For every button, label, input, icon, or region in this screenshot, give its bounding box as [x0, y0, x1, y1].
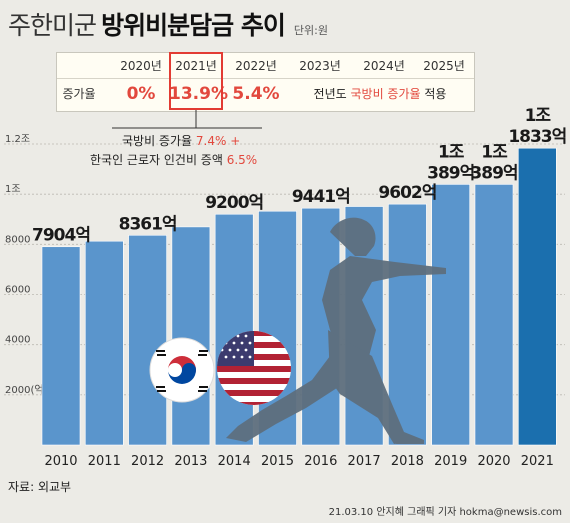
bar-2019 [431, 184, 471, 446]
year-2025: 2025년 [423, 59, 465, 73]
data-label: 9200억 [205, 193, 263, 213]
us-flag-icon [217, 331, 291, 405]
callout-line-2: 한국인 근로자 인건비 증액 6.5% [90, 151, 257, 170]
table-divider [57, 78, 474, 79]
y-tick-label: 2000(억) [5, 384, 48, 396]
title-part-2: 방위비분담금 추이 [101, 11, 286, 40]
y-tick-label: 6000 [5, 285, 30, 296]
highlight-box-2021 [169, 52, 223, 110]
rate-2020: 0% [126, 84, 156, 104]
x-tick-label: 2012 [131, 454, 164, 469]
credit-line: 21.03.10 안지혜 그래픽 기자 hokma@newsis.com [328, 507, 562, 518]
bar-2014 [214, 213, 254, 446]
note-prefix: 전년도 [313, 87, 347, 101]
year-2024: 2024년 [363, 59, 405, 73]
data-label: 389억 [427, 163, 474, 183]
y-tick-label: 4000 [5, 335, 30, 346]
callout-labor-text: 한국인 근로자 인건비 증액 [90, 153, 223, 167]
data-label-top: 1조 [525, 106, 552, 126]
x-tick-label: 2017 [348, 454, 381, 469]
data-label: 1833억 [508, 127, 566, 147]
x-tick-label: 2015 [261, 454, 294, 469]
data-label: 389억 [470, 163, 517, 183]
x-tick-label: 2014 [218, 454, 251, 469]
soldier-silhouette [226, 217, 446, 444]
source-note: 자료: 외교부 [8, 480, 72, 494]
x-tick-label: 2018 [391, 454, 424, 469]
rate-2021: 13.9% [169, 84, 228, 104]
bar-2021 [517, 147, 557, 446]
year-2023: 2023년 [299, 59, 341, 73]
x-tick-label: 2019 [434, 454, 467, 469]
bar-2018 [388, 203, 427, 446]
callout-labor-value: 6.5% [226, 153, 258, 167]
bar-2013 [171, 226, 211, 446]
rate-row-label: 증가율 [62, 87, 96, 101]
x-tick-label: 2020 [477, 454, 510, 469]
x-tick-label: 2011 [88, 454, 121, 469]
note-highlight: 국방비 증가율 [350, 87, 421, 101]
bar-2010 [41, 246, 81, 446]
unit-label: 단위:원 [293, 24, 328, 37]
y-tick-label: 1.2조 [5, 134, 30, 145]
chart-title: 주한미군 방위비분담금 추이 단위:원 [8, 6, 328, 42]
data-label-top: 1조 [438, 142, 465, 162]
x-tick-label: 2010 [44, 454, 77, 469]
year-2021: 2021년 [175, 59, 217, 73]
year-2022: 2022년 [235, 59, 277, 73]
rate-2022: 5.4% [232, 84, 280, 104]
increase-rate-table: 증가율 2020년 2021년 2022년 2023년 2024년 2025년 … [56, 52, 475, 112]
y-tick-label: 8000 [5, 234, 30, 245]
data-label-top: 1조 [481, 142, 508, 162]
data-label: 9602억 [378, 183, 436, 203]
x-tick-label: 2016 [304, 454, 337, 469]
data-label: 9441억 [292, 187, 350, 207]
data-label: 8361억 [119, 214, 177, 234]
bar-2012 [128, 234, 167, 446]
x-tick-label: 2013 [174, 454, 207, 469]
axis-ticks: 2010 2011 2012 2013 2014 2015 2016 2017 2018 2019… [44, 454, 553, 469]
note-suffix: 적용 [424, 87, 447, 101]
callout-line-1: 국방비 증가율 7.4% + [122, 132, 240, 151]
year-2020: 2020년 [120, 59, 162, 73]
title-part-1: 주한미군 [8, 11, 97, 40]
x-tick-label: 2021 [521, 454, 554, 469]
callout-defense-text: 국방비 증가율 [122, 134, 193, 148]
rate-note: 전년도 국방비 증가율 적용 [287, 81, 473, 107]
y-tick-label: 1조 [5, 184, 21, 195]
bar-2011 [85, 240, 124, 446]
callout-defense-value: 7.4% + [195, 134, 241, 148]
data-label: 7904억 [32, 226, 90, 246]
bar-2020 [474, 184, 514, 446]
korean-flag-icon [149, 337, 215, 403]
